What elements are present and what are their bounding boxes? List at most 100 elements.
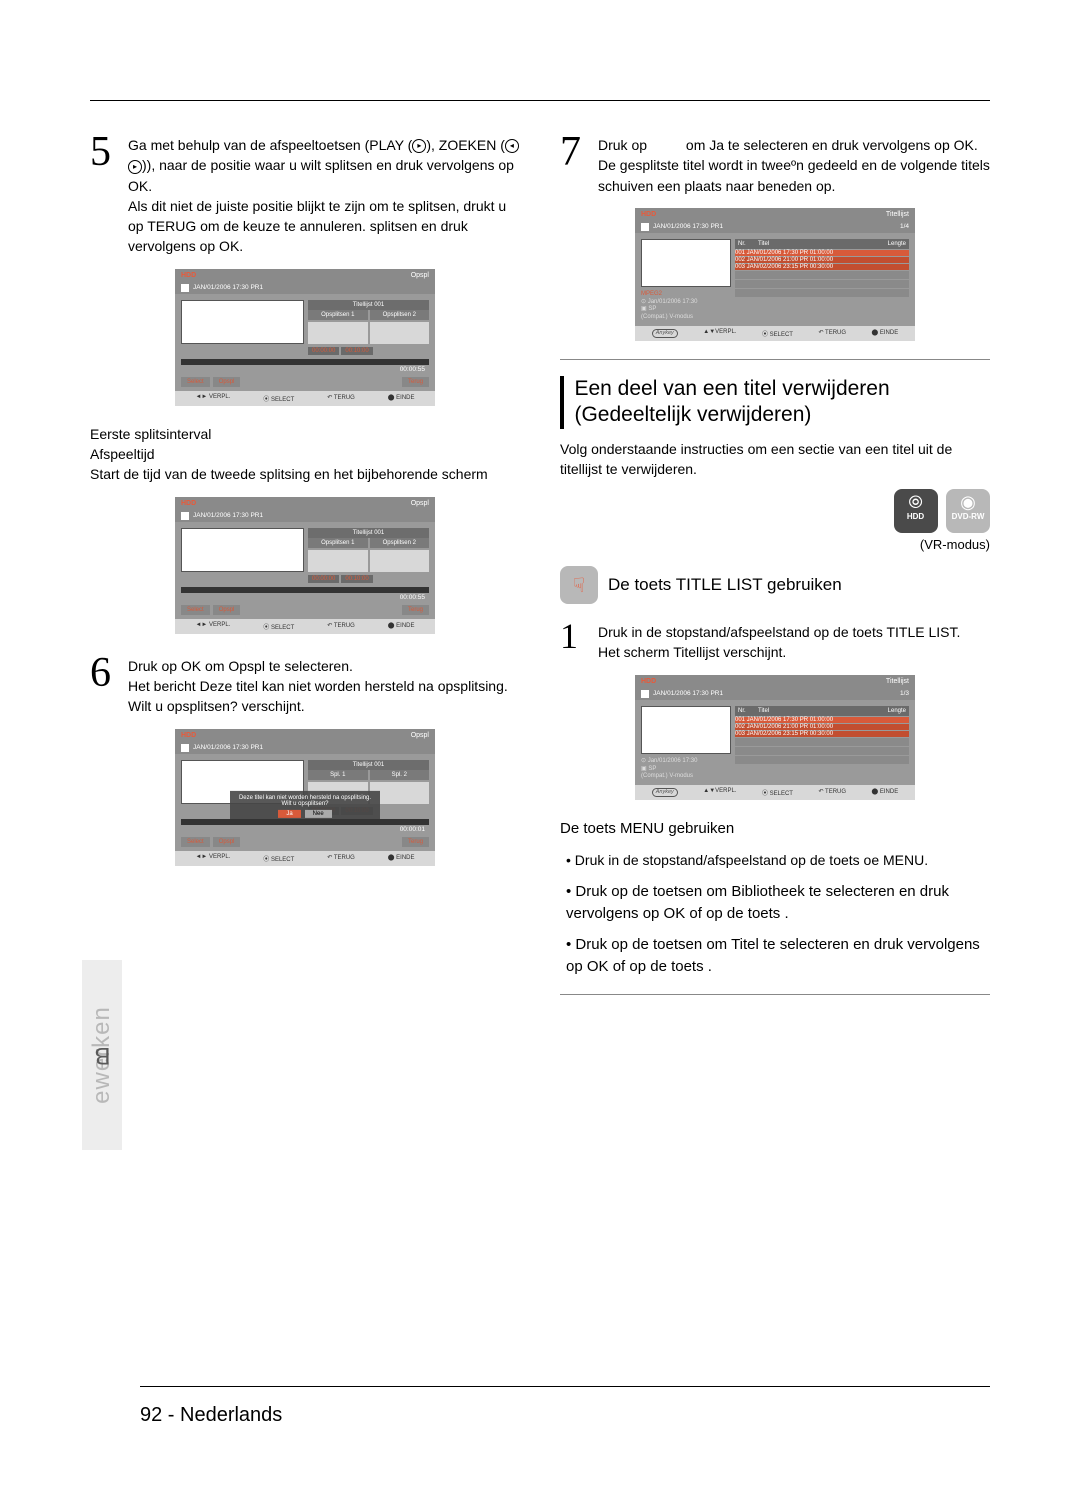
dvdrw-badge-label: DVD-RW xyxy=(952,512,985,521)
osd-page-frac: 1/4 xyxy=(900,223,909,230)
osd-time-current: 00:00:01 xyxy=(181,825,429,834)
menu-a: Druk in de stopstand/afspeelstand op de … xyxy=(566,850,990,871)
hdd-badge-label: HDD xyxy=(907,512,924,521)
osd-meta-sp: SP xyxy=(648,766,656,772)
osd-btn-terug: Terug xyxy=(402,377,429,387)
osd-tab-1: Opsplitsen 1 xyxy=(308,310,368,320)
seek-back-icon: ◂ xyxy=(505,139,519,153)
osd-btn-select: Select xyxy=(181,837,210,847)
section-bar xyxy=(560,376,564,429)
step-5-text: Ga met behulp van de afspeeltoetsen (PLA… xyxy=(128,131,520,257)
osd-th-titel: Titel xyxy=(755,239,885,249)
step-1-text: Druk in de stopstand/afspeelstand op de … xyxy=(598,618,960,663)
dvdrw-badge: ◉DVD-RW xyxy=(946,489,990,533)
osd-row-2: 002 JAN/01/2006 21:00 PR 01:00:00 xyxy=(735,724,909,730)
callout-c: Start de tijd van de tweede splitsing en… xyxy=(90,466,488,482)
osd-row-2: 002 JAN/01/2006 21:00 PR 01:00:00 xyxy=(735,257,909,263)
osd-mode: Titellijst xyxy=(886,211,909,218)
hand-icon: ☟ xyxy=(560,566,598,604)
osd-th-nr: Nr. xyxy=(735,706,755,716)
osd-dialog-line2: Wilt u opsplitsen? xyxy=(236,801,374,807)
osd-mode: Titellijst xyxy=(886,678,909,685)
osd-body: Titellijst 001 Opsplitsen 1 Opsplitsen 2… xyxy=(175,294,435,391)
osd-mode: Opspl xyxy=(411,272,429,279)
top-rule xyxy=(90,100,990,101)
callout-b: Afspeeltijd xyxy=(90,446,155,462)
osd-row-empty xyxy=(735,747,909,755)
section-heading: Een deel van een titel verwijderen (Gede… xyxy=(560,376,990,429)
osd-btn-opspl: Opspl xyxy=(213,605,241,615)
osd-meta-sp: SP xyxy=(648,306,656,312)
osd-f-select: SELECT xyxy=(271,625,294,631)
osd-timeline xyxy=(181,587,429,593)
osd-row-empty xyxy=(735,271,909,279)
osd-meta-date: Jan/01/2006 17:30 xyxy=(648,299,698,305)
osd-th-lengte: Lengte xyxy=(885,239,909,249)
osd-tab-2: Opsplitsen 2 xyxy=(370,538,430,548)
calendar-icon xyxy=(181,744,189,752)
osd-f-einde: EINDE xyxy=(396,395,414,401)
menu-subhead: De toets MENU gebruiken xyxy=(560,818,990,840)
step-7-text: Druk op om Ja te selecteren en druk verv… xyxy=(598,131,990,196)
osd-anykey: Anykey xyxy=(652,329,678,338)
osd-split-2: HDDOpspl JAN/01/2006 17:30 PR1 Titellijs… xyxy=(175,497,435,634)
osd-f-select: SELECT xyxy=(271,857,294,863)
osd-time-current: 00:00:55 xyxy=(181,365,429,374)
step-7: 7 Druk op om Ja te selecteren en druk ve… xyxy=(560,131,990,196)
osd-btn-select: Select xyxy=(181,377,210,387)
osd-f-terug: TERUG xyxy=(334,395,355,401)
menu-b: Druk op de toetsen om Bibliotheek te sel… xyxy=(566,881,990,925)
osd-split-label: Titellijst 001 xyxy=(308,528,429,538)
osd-btn-opspl: Opspl xyxy=(213,377,241,387)
osd-thumb-2 xyxy=(370,322,430,344)
osd-f-einde: EINDE xyxy=(880,789,898,795)
osd-split-panel: Titellijst 001 Opsplitsen 1 Opsplitsen 2… xyxy=(308,300,429,355)
step-1: 1 Druk in de stopstand/afspeelstand op d… xyxy=(560,618,990,663)
osd-meta-date: Jan/01/2006 17:30 xyxy=(648,758,698,764)
osd-tab-1: Opsplitsen 1 xyxy=(308,538,368,548)
osd-f-einde: EINDE xyxy=(396,855,414,861)
osd-row-3: 003 JAN/02/2006 23:15 PR 00:30:00 xyxy=(735,731,909,737)
osd-anykey: Anykey xyxy=(652,788,678,797)
side-tab: Bewerken xyxy=(82,960,122,1150)
hdd-icon: ⦾ xyxy=(894,493,938,511)
seek-fwd-icon: ▸ xyxy=(128,160,142,174)
osd-src: HDD xyxy=(641,211,656,218)
osd-preview xyxy=(181,300,304,344)
osd-mode: Opspl xyxy=(411,732,429,739)
osd-dialog-yes: Ja xyxy=(278,810,300,818)
osd-timeline xyxy=(181,359,429,365)
osd-dialog-no: Nee xyxy=(305,810,332,818)
hdd-badge: ⦾HDD xyxy=(894,489,938,533)
osd-tab-1: Spl. 1 xyxy=(308,770,368,780)
osd-preview xyxy=(641,239,731,287)
osd-page-frac: 1/3 xyxy=(900,690,909,697)
osd-tab-2: Spl. 2 xyxy=(370,770,430,780)
osd-row-3: 003 JAN/02/2006 23:15 PR 00:30:00 xyxy=(735,264,909,270)
osd-meta-mode: (Compat.) V-modus xyxy=(641,773,693,779)
step-1-number: 1 xyxy=(560,618,590,663)
osd-src: HDD xyxy=(181,732,196,739)
osd-date: JAN/01/2006 17:30 PR1 xyxy=(193,744,263,751)
osd-split-1: HDD Opspl JAN/01/2006 17:30 PR1 Titellij… xyxy=(175,269,435,406)
osd-thumb-1 xyxy=(308,322,368,344)
osd-f-select: SELECT xyxy=(770,791,793,797)
vr-mode-note: (VR-modus) xyxy=(560,537,990,552)
osd-confirm-dialog: Deze titel kan niet worden hersteld na o… xyxy=(230,791,380,822)
osd-th-nr: Nr. xyxy=(735,239,755,249)
osd-f-einde: EINDE xyxy=(880,330,898,336)
osd-thumb-1 xyxy=(308,550,368,572)
menu-c: Druk op de toetsen om Titel te selectere… xyxy=(566,934,990,978)
step-5-number: 5 xyxy=(90,131,120,257)
osd-row-empty xyxy=(735,738,909,746)
osd-footer: ◄► VERPL. ⦿ SELECT ↶ TERUG ⬤ EINDE xyxy=(175,391,435,406)
osd-row-1: 001 JAN/01/2006 17:30 PR 01:00:00 xyxy=(735,250,909,256)
osd-f-verpl: VERPL. xyxy=(209,394,230,400)
callout-a: Eerste splitsinterval xyxy=(90,426,211,442)
osd-f-select: SELECT xyxy=(770,332,793,338)
osd-preview xyxy=(641,706,731,754)
osd-split-dialog: HDDOpspl JAN/01/2006 17:30 PR1 Titellijs… xyxy=(175,729,435,866)
osd-title-left: MPEG2 ⊙ Jan/01/2006 17:30 ▣ SP (Compat.)… xyxy=(641,239,731,322)
two-column-layout: 5 Ga met behulp van de afspeeltoetsen (P… xyxy=(90,131,990,1011)
step-6: 6 Druk op OK om Opspl te selecteren. Het… xyxy=(90,652,520,717)
